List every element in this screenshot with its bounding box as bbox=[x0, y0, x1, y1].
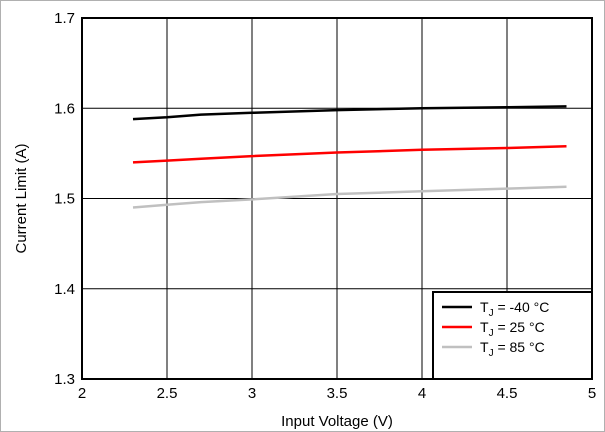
x-tick-label: 4 bbox=[418, 385, 426, 402]
x-tick-label: 5 bbox=[588, 385, 596, 402]
tick-labels: 2 2.5 3 3.5 4 4.5 5 1.3 1.4 1.5 1.6 1.7 bbox=[54, 10, 596, 402]
y-tick-label: 1.7 bbox=[54, 10, 75, 27]
legend-item: TJ = 25 °C bbox=[442, 319, 545, 339]
x-axis-title: Input Voltage (V) bbox=[281, 413, 393, 430]
y-tick-label: 1.6 bbox=[54, 100, 75, 117]
plot-area bbox=[81, 17, 593, 380]
x-tick-label: 3 bbox=[248, 385, 256, 402]
y-tick-label: 1.4 bbox=[54, 281, 75, 298]
legend-label: TJ = -40 °C bbox=[480, 299, 549, 319]
legend-label: TJ = 25 °C bbox=[480, 319, 545, 339]
legend-item: TJ = 85 °C bbox=[442, 339, 545, 359]
y-tick-label: 1.5 bbox=[54, 191, 75, 208]
legend-label: TJ = 85 °C bbox=[480, 339, 545, 359]
x-tick-label: 2 bbox=[78, 385, 86, 402]
series-lines bbox=[132, 105, 567, 209]
y-axis-title: Current Limit (A) bbox=[13, 143, 30, 253]
x-tick-label: 2.5 bbox=[157, 385, 178, 402]
x-tick-label: 4.5 bbox=[497, 385, 518, 402]
series-line-0 bbox=[132, 105, 567, 121]
legend: TJ = -40 °CTJ = 25 °CTJ = 85 °C bbox=[432, 291, 593, 380]
y-tick-label: 1.3 bbox=[54, 371, 75, 388]
x-tick-label: 3.5 bbox=[327, 385, 348, 402]
series-line-2 bbox=[132, 185, 567, 209]
series-line-1 bbox=[132, 144, 567, 164]
legend-item: TJ = -40 °C bbox=[442, 299, 549, 319]
